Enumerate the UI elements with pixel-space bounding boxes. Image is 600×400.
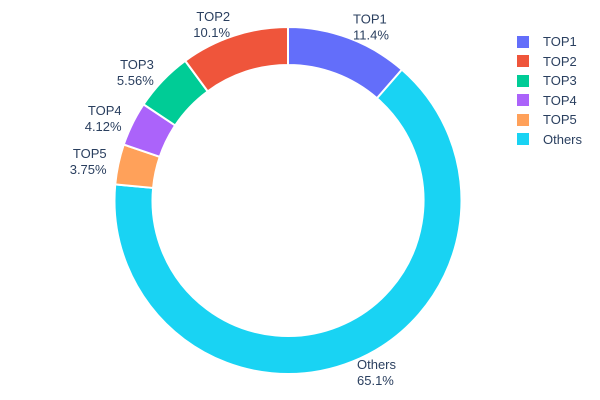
legend-swatch-icon [517, 133, 529, 146]
slice-label-name: TOP4 [88, 103, 122, 118]
legend-swatch-icon [517, 35, 529, 48]
slice-label-percent: 10.1% [193, 25, 230, 40]
legend-label: Others [543, 131, 583, 147]
slice-label-name: Others [357, 357, 397, 372]
legend-item-Others[interactable]: Others [517, 130, 582, 150]
slice-label-percent: 65.1% [357, 373, 394, 388]
slice-label-percent: 4.12% [85, 119, 122, 134]
slice-label-TOP4: TOP4 4.12% [85, 103, 122, 134]
legend-item-TOP5[interactable]: TOP5 [517, 110, 582, 130]
legend-label: TOP1 [543, 34, 577, 50]
slice-label-TOP3: TOP3 5.56% [117, 57, 154, 88]
legend-item-TOP3[interactable]: TOP3 [517, 71, 582, 91]
pie-slice-TOP2[interactable] [184, 26, 289, 93]
pie-slice-Others[interactable] [113, 68, 463, 375]
legend-label: TOP3 [543, 73, 577, 89]
legend-swatch-icon [517, 94, 529, 107]
slice-label-name: TOP2 [196, 9, 230, 24]
slice-label-name: TOP3 [120, 57, 154, 72]
slice-label-TOP5: TOP5 3.75% [70, 146, 107, 177]
legend-swatch-icon [517, 113, 529, 126]
slice-label-name: TOP1 [353, 11, 387, 26]
slice-label-percent: 5.56% [117, 73, 154, 88]
legend-item-TOP1[interactable]: TOP1 [517, 32, 582, 52]
legend-item-TOP2[interactable]: TOP2 [517, 52, 582, 72]
slice-label-percent: 3.75% [70, 162, 107, 177]
slice-label-percent: 11.4% [353, 27, 389, 42]
legend-swatch-icon [517, 55, 529, 68]
legend-label: TOP4 [543, 92, 577, 108]
legend: TOP1 TOP2 TOP3 TOP4 TOP5 Others [517, 32, 582, 149]
legend-label: TOP5 [543, 112, 577, 128]
slice-label-TOP1: TOP1 11.4% [353, 11, 389, 42]
slice-label-name: TOP5 [73, 146, 107, 161]
slice-label-Others: Others 65.1% [357, 357, 397, 388]
legend-label: TOP2 [543, 53, 577, 69]
legend-swatch-icon [517, 74, 529, 87]
legend-item-TOP4[interactable]: TOP4 [517, 91, 582, 111]
slice-label-TOP2: TOP2 10.1% [193, 9, 230, 40]
